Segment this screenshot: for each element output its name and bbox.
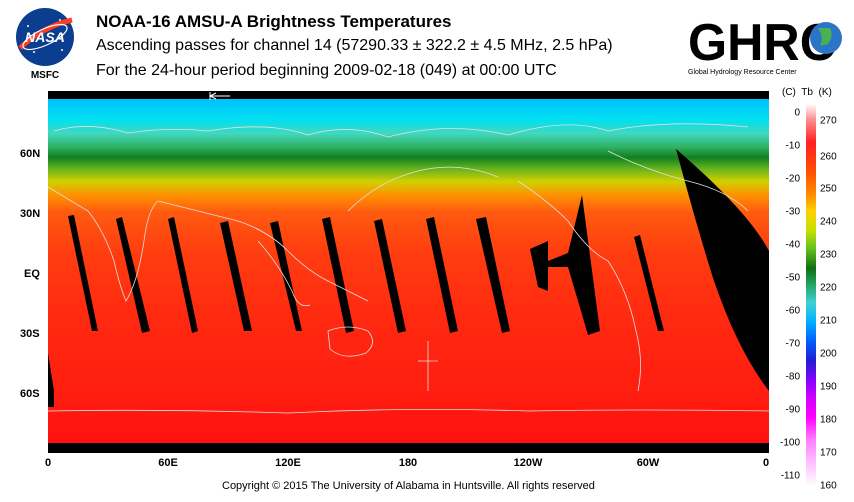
orbit-direction-arrow (209, 92, 230, 100)
colorbar-celsius-tick: -40 (785, 239, 800, 251)
colorbar-celsius-tick: -100 (779, 437, 800, 449)
ghrc-subtitle: Global Hydrology Resource Center (688, 69, 797, 76)
lon-label: 60E (158, 457, 178, 469)
colorbar-kelvin-tick: 190 (820, 381, 837, 393)
colorbar-kelvin-tick: 160 (820, 480, 837, 492)
colorbar (806, 104, 816, 486)
temperature-field (48, 99, 769, 443)
lat-label: 60N (20, 148, 41, 160)
colorbar-celsius-tick: 0 (794, 107, 800, 119)
lon-label: 120E (275, 457, 301, 469)
lon-label: 60W (636, 457, 660, 469)
lon-label: 180 (398, 457, 418, 469)
lat-label: 30S (20, 328, 40, 340)
lat-label: 30N (20, 208, 41, 220)
colorbar-kelvin-tick: 250 (820, 183, 837, 195)
colorbar-kelvin-tick: 270 (820, 115, 837, 127)
lon-label: 0 (44, 457, 52, 469)
copyright-text: Copyright © 2015 The University of Alaba… (222, 480, 595, 492)
colorbar-celsius-tick: -90 (785, 404, 800, 416)
colorbar-celsius-tick: -10 (785, 140, 800, 152)
nasa-text: NASA (25, 29, 65, 45)
colorbar-celsius-tick: -60 (785, 305, 800, 317)
colorbar-kelvin-tick: 260 (820, 151, 837, 163)
ghrc-logo: GHRC Global Hydrology Resource Center (686, 8, 848, 78)
lon-label: 0 (762, 457, 770, 469)
colorbar-kelvin-tick: 200 (820, 348, 837, 360)
colorbar-celsius-tick: -80 (785, 371, 800, 383)
colorbar-kelvin-tick: 240 (820, 216, 837, 228)
msfc-label: MSFC (30, 70, 60, 81)
nasa-meatball-icon: NASA (16, 8, 74, 66)
colorbar-kelvin-tick: 180 (820, 414, 837, 426)
colorbar-celsius-tick: -30 (785, 206, 800, 218)
colorbar-kelvin-tick: 230 (820, 249, 837, 261)
period-text: For the 24-hour period beginning 2009-02… (96, 62, 557, 79)
coastlines (47, 123, 770, 414)
colorbar-kelvin-tick: 210 (820, 315, 837, 327)
orbit-gap-swaths (48, 149, 769, 407)
nasa-logo: NASA MSFC (14, 6, 76, 84)
page-title: NOAA-16 AMSU-A Brightness Temperatures (96, 12, 452, 31)
brightness-temperature-map (47, 91, 770, 453)
lon-label: 120W (513, 457, 543, 469)
colorbar-celsius-tick: -70 (785, 338, 800, 350)
colorbar-kelvin-tick: 220 (820, 282, 837, 294)
lat-label: 60S (20, 388, 40, 400)
colorbar-header: (C) Tb (K) (782, 87, 832, 98)
colorbar-celsius-tick: -20 (785, 173, 800, 185)
colorbar-kelvin-tick: 170 (820, 447, 837, 459)
page-subtitle: Ascending passes for channel 14 (57290.3… (96, 37, 613, 54)
lat-label: EQ (24, 268, 40, 280)
colorbar-celsius-tick: -110 (780, 470, 800, 482)
colorbar-celsius-tick: -50 (785, 272, 800, 284)
